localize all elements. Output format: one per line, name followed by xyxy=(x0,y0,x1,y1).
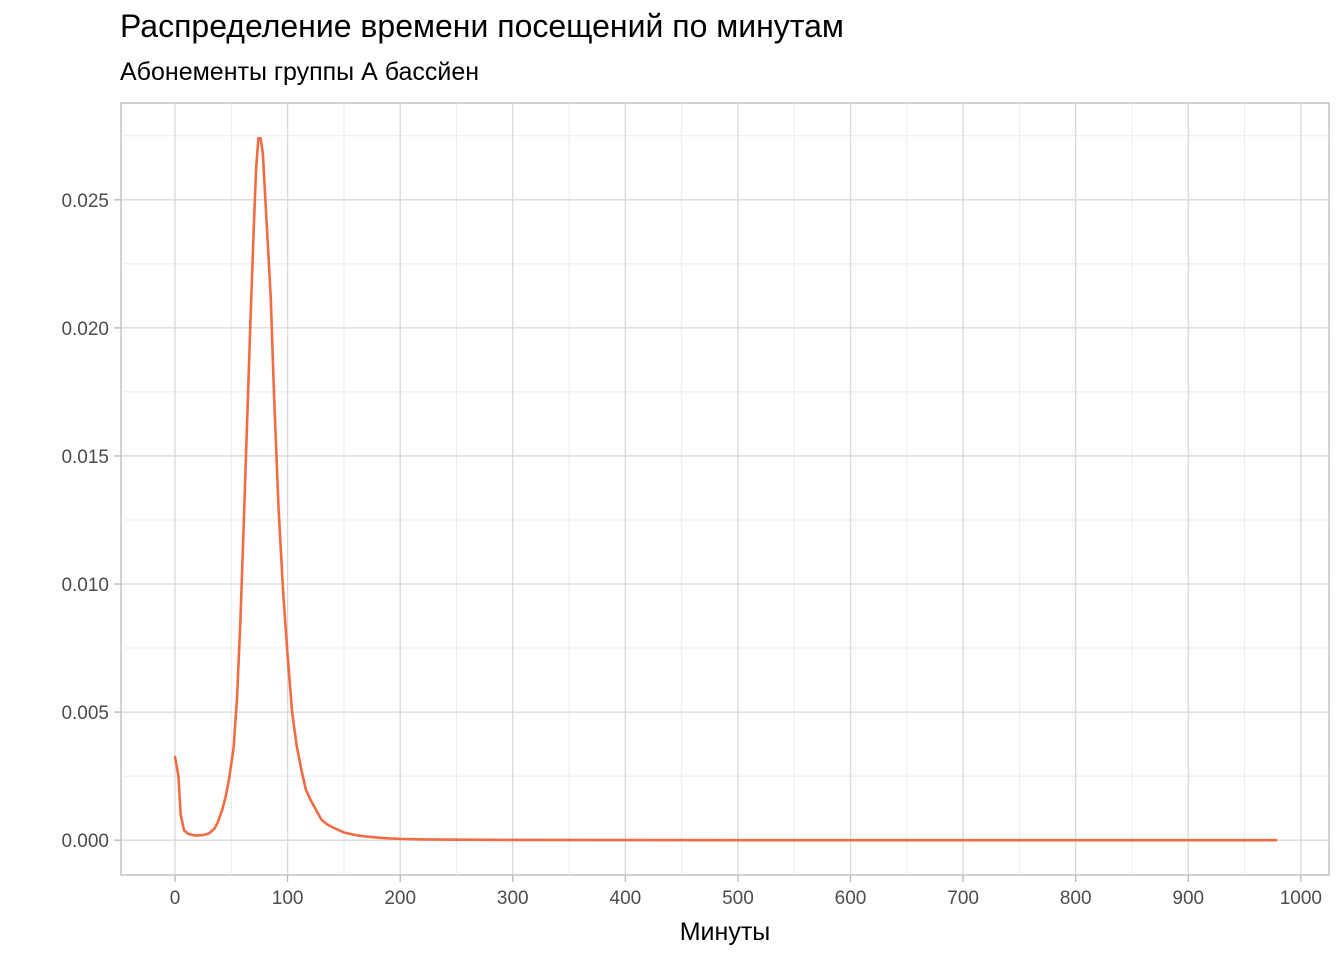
y-tick-label: 0.000 xyxy=(61,831,109,852)
chart-title: Распределение времени посещений по минут… xyxy=(120,8,844,44)
x-tick-label: 500 xyxy=(722,888,754,909)
x-axis-title: Минуты xyxy=(680,918,771,946)
x-axis: 0 100 200 300 400 500 600 700 800 900 1000 xyxy=(170,875,1322,909)
y-tick-label: 0.020 xyxy=(61,319,109,340)
x-tick-label: 200 xyxy=(384,888,416,909)
x-tick-label: 400 xyxy=(610,888,642,909)
y-tick-label: 0.010 xyxy=(61,575,109,596)
chart-subtitle: Абонементы группы А бассйен xyxy=(120,58,480,86)
minor-gridlines xyxy=(121,103,1329,875)
x-tick-label: 700 xyxy=(947,888,979,909)
y-tick-label: 0.025 xyxy=(61,191,109,212)
x-tick-label: 100 xyxy=(272,888,304,909)
y-tick-label: 0.005 xyxy=(61,703,109,724)
x-tick-label: 0 xyxy=(170,888,181,909)
x-tick-label: 800 xyxy=(1060,888,1092,909)
density-line xyxy=(173,137,1278,842)
x-tick-label: 900 xyxy=(1172,888,1204,909)
y-axis: 0.000 0.005 0.010 0.015 0.020 0.025 xyxy=(61,191,121,852)
x-tick-label: 600 xyxy=(835,888,867,909)
plot-panel xyxy=(120,102,1330,876)
x-tick-label: 300 xyxy=(497,888,529,909)
y-tick-label: 0.015 xyxy=(61,447,109,468)
x-tick-label: 1000 xyxy=(1280,888,1322,909)
